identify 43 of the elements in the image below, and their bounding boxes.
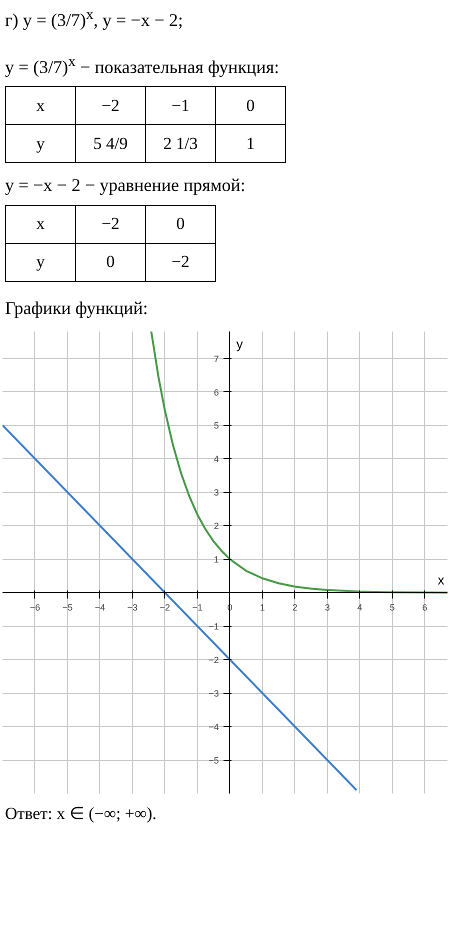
y-tick-label: −4: [208, 722, 219, 732]
y-tick-label: 4: [214, 454, 219, 464]
x-tick-label: −2: [160, 602, 170, 612]
text: 2 1/3: [146, 124, 216, 163]
x-tick-label: −6: [30, 602, 40, 612]
chart-title: г) y = (3/7)$^{x}$, y = −x − 2;: [5, 6, 184, 32]
text: y = −x − 2 − уравнение прямой:: [5, 174, 246, 198]
text: −2: [76, 206, 146, 244]
line-series: [150, 331, 448, 594]
text: Графики функций:: [5, 297, 149, 320]
text: 0: [146, 206, 216, 244]
text: y: [6, 244, 76, 282]
x-tick-label: 5: [390, 602, 395, 612]
y-tick-label: −5: [208, 755, 219, 766]
text: x: [6, 86, 76, 125]
x-axis-title: x: [438, 572, 445, 588]
text: y: [6, 124, 76, 163]
y-tick-label: 6: [214, 387, 219, 398]
y-tick-label: −3: [208, 688, 219, 698]
y-axis-title: y: [236, 336, 244, 352]
y-tick-label: −1: [208, 621, 219, 632]
x-tick-label: 6: [422, 602, 428, 612]
text: x: [6, 206, 76, 244]
text: 0: [76, 244, 146, 282]
text: 5 4/9: [76, 124, 146, 163]
text: Ответ: x ∈ (−∞; +∞).: [5, 802, 157, 825]
y-tick-label: 1: [214, 554, 219, 564]
x-tick-label: 1: [260, 602, 265, 612]
text: −2: [76, 86, 146, 125]
y-tick-label: 7: [214, 354, 219, 364]
y-tick-label: −2: [208, 654, 219, 665]
text: y = (3/7)$^{x}$ − показательная функция:: [5, 52, 280, 79]
x-tick-label: −5: [62, 602, 73, 612]
x-tick-label: −1: [192, 602, 203, 612]
x-tick-label: 4: [357, 602, 362, 612]
y-tick-label: 3: [214, 488, 219, 498]
x-tick-label: −4: [94, 602, 106, 612]
x-tick-label: 2: [292, 602, 298, 612]
text: 0: [216, 86, 286, 125]
x-tick-label: −3: [127, 602, 138, 612]
y-tick-label: 5: [214, 420, 219, 431]
y-tick-label: 2: [214, 520, 219, 531]
x-tick-label: 3: [324, 602, 330, 612]
